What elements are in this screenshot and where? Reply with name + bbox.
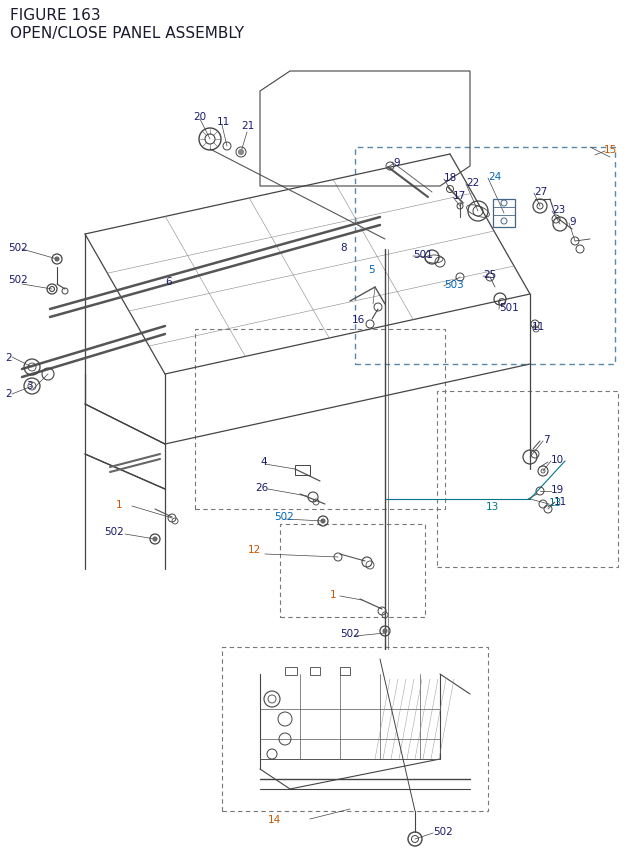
Text: 12: 12 — [248, 544, 261, 554]
Text: 20: 20 — [193, 112, 206, 122]
Text: OPEN/CLOSE PANEL ASSEMBLY: OPEN/CLOSE PANEL ASSEMBLY — [10, 26, 244, 41]
Text: 6: 6 — [165, 276, 172, 287]
Text: 15: 15 — [604, 145, 617, 155]
Circle shape — [55, 257, 59, 262]
Text: 9: 9 — [569, 217, 575, 226]
Text: 501: 501 — [499, 303, 519, 313]
Text: 503: 503 — [444, 280, 464, 289]
Circle shape — [321, 519, 325, 523]
Text: 9: 9 — [393, 158, 399, 168]
Text: 502: 502 — [8, 275, 28, 285]
Text: 13: 13 — [486, 501, 499, 511]
Text: 4: 4 — [260, 456, 267, 467]
Text: 13: 13 — [549, 498, 563, 507]
Bar — [340, 667, 350, 675]
Text: 24: 24 — [488, 172, 501, 182]
Text: 22: 22 — [466, 177, 479, 188]
Text: 18: 18 — [444, 173, 457, 183]
Text: 17: 17 — [453, 191, 467, 201]
Text: 10: 10 — [551, 455, 564, 464]
Text: 25: 25 — [483, 269, 496, 280]
Text: 11: 11 — [217, 117, 230, 127]
Circle shape — [383, 629, 387, 633]
Text: 26: 26 — [255, 482, 268, 492]
Text: 8: 8 — [340, 243, 347, 253]
Bar — [285, 667, 297, 675]
Bar — [437, 392, 618, 567]
Bar — [493, 200, 515, 228]
Text: 2: 2 — [5, 388, 12, 399]
Text: 14: 14 — [268, 814, 281, 824]
Text: 3: 3 — [26, 381, 33, 391]
Text: 2: 2 — [5, 353, 12, 362]
Text: 502: 502 — [274, 511, 294, 522]
Circle shape — [239, 151, 243, 155]
Text: 19: 19 — [551, 485, 564, 494]
Circle shape — [153, 537, 157, 542]
Text: 502: 502 — [8, 243, 28, 253]
Text: 11: 11 — [532, 322, 545, 331]
Text: 16: 16 — [352, 314, 365, 325]
Text: 11: 11 — [554, 497, 567, 506]
Text: 5: 5 — [368, 264, 374, 275]
Text: 7: 7 — [543, 435, 550, 444]
Text: 1: 1 — [330, 589, 337, 599]
Text: FIGURE 163: FIGURE 163 — [10, 8, 100, 23]
Text: 502: 502 — [340, 629, 360, 638]
Bar — [355, 148, 615, 364]
Text: 1: 1 — [116, 499, 123, 510]
Bar — [222, 647, 488, 811]
Bar — [295, 466, 310, 475]
Text: 27: 27 — [534, 187, 547, 197]
Text: 501: 501 — [413, 250, 433, 260]
Bar — [310, 667, 320, 675]
Text: 502: 502 — [433, 826, 452, 836]
Bar — [195, 330, 445, 510]
Text: 23: 23 — [552, 205, 565, 214]
Bar — [280, 524, 425, 617]
Text: 502: 502 — [104, 526, 124, 536]
Text: 21: 21 — [241, 121, 254, 131]
